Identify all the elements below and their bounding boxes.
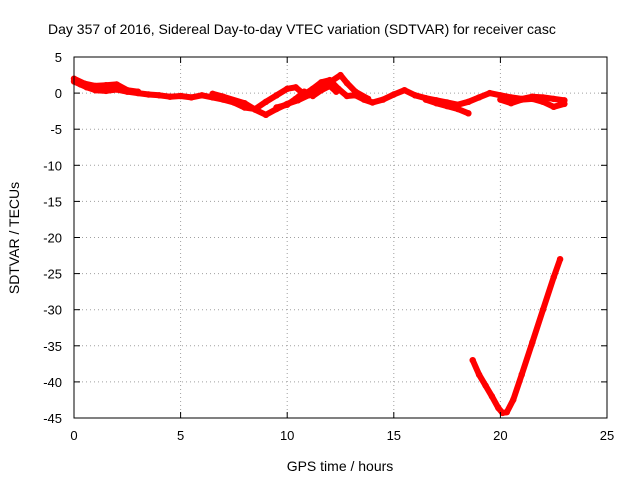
data-point (145, 91, 152, 98)
data-point (273, 104, 280, 111)
data-point (292, 95, 299, 103)
data-point (177, 92, 184, 100)
data-point (379, 96, 387, 103)
data-point (465, 110, 472, 117)
data-point (262, 111, 270, 119)
data-point (273, 92, 280, 99)
data-point (539, 306, 547, 313)
x-tick-label: 5 (177, 428, 184, 443)
data-point (529, 95, 536, 103)
data-point (539, 98, 547, 106)
x-tick-label: 20 (493, 428, 507, 443)
data-point (497, 96, 504, 103)
data-point (102, 82, 110, 89)
data-point (507, 100, 515, 107)
y-tick-label: -45 (43, 411, 62, 426)
data-point (337, 71, 344, 79)
chart-title: Day 357 of 2016, Sidereal Day-to-day VTE… (48, 21, 556, 37)
y-axis-title: SDTVAR / TECUs (6, 182, 22, 294)
data-point (156, 92, 163, 99)
data-point (343, 79, 351, 87)
data-point (454, 105, 461, 113)
data-point (369, 99, 376, 106)
data-point (113, 81, 120, 88)
data-point (209, 90, 216, 98)
data-point (352, 88, 359, 95)
data-point (262, 98, 270, 106)
series-line (469, 256, 564, 416)
data-point (326, 82, 333, 90)
data-point (309, 92, 316, 100)
data-point (301, 88, 308, 95)
data-point (486, 89, 493, 97)
y-tick-label: -30 (43, 303, 62, 318)
y-tick-label: -35 (43, 339, 62, 354)
data-point (198, 92, 206, 99)
y-tick-label: 0 (55, 86, 62, 101)
data-point (365, 95, 372, 103)
data-point (550, 95, 557, 103)
data-point (518, 96, 525, 103)
y-tick-label: -40 (43, 375, 62, 390)
data-point (401, 87, 408, 94)
data-point (411, 92, 419, 99)
data-point (465, 98, 472, 106)
x-tick-label: 10 (280, 428, 294, 443)
y-tick-label: -15 (43, 194, 62, 209)
y-tick-label: -5 (50, 122, 62, 137)
data-point (292, 84, 299, 91)
x-tick-label: 15 (387, 428, 401, 443)
data-point (550, 274, 557, 281)
data-point (252, 106, 259, 113)
data-point (488, 393, 496, 400)
data-point (343, 92, 351, 100)
axis-ticks: 0 5 10 15 20 25 5 0 -5 -10 -15 -20 -25 -30 -35 -40 -45 (43, 50, 614, 443)
data-point (510, 396, 517, 404)
x-tick-label: 25 (600, 428, 614, 443)
data-point (166, 93, 174, 100)
data-point (333, 88, 340, 95)
data-point (81, 80, 88, 87)
data-point (134, 88, 142, 95)
data-point (495, 404, 502, 412)
data-point (284, 85, 291, 93)
x-tick-label: 0 (70, 428, 77, 443)
data-point (318, 87, 325, 94)
x-axis-title: GPS time / hours (287, 458, 394, 474)
data-point (482, 382, 489, 389)
data-point (422, 96, 429, 103)
y-tick-label: -25 (43, 267, 62, 282)
y-tick-label: 5 (55, 50, 62, 65)
data-point (503, 409, 510, 416)
data-point (518, 371, 525, 378)
data-point (284, 101, 291, 108)
data-point (475, 371, 483, 378)
data-point (433, 100, 440, 107)
data-point (390, 91, 397, 98)
data-point (241, 100, 248, 107)
data-point (475, 94, 483, 101)
data-point (220, 93, 227, 100)
data-point (529, 339, 536, 346)
data-point (188, 94, 195, 101)
data-series (70, 71, 568, 417)
y-tick-label: -20 (43, 231, 62, 246)
data-point (507, 94, 515, 101)
data-point (550, 103, 557, 111)
y-tick-label: -10 (43, 158, 62, 173)
data-point (102, 87, 110, 95)
data-point (443, 102, 451, 110)
data-point (124, 87, 131, 94)
data-point (561, 100, 568, 108)
data-point (556, 256, 564, 263)
data-point (469, 357, 476, 364)
data-point (92, 82, 99, 90)
